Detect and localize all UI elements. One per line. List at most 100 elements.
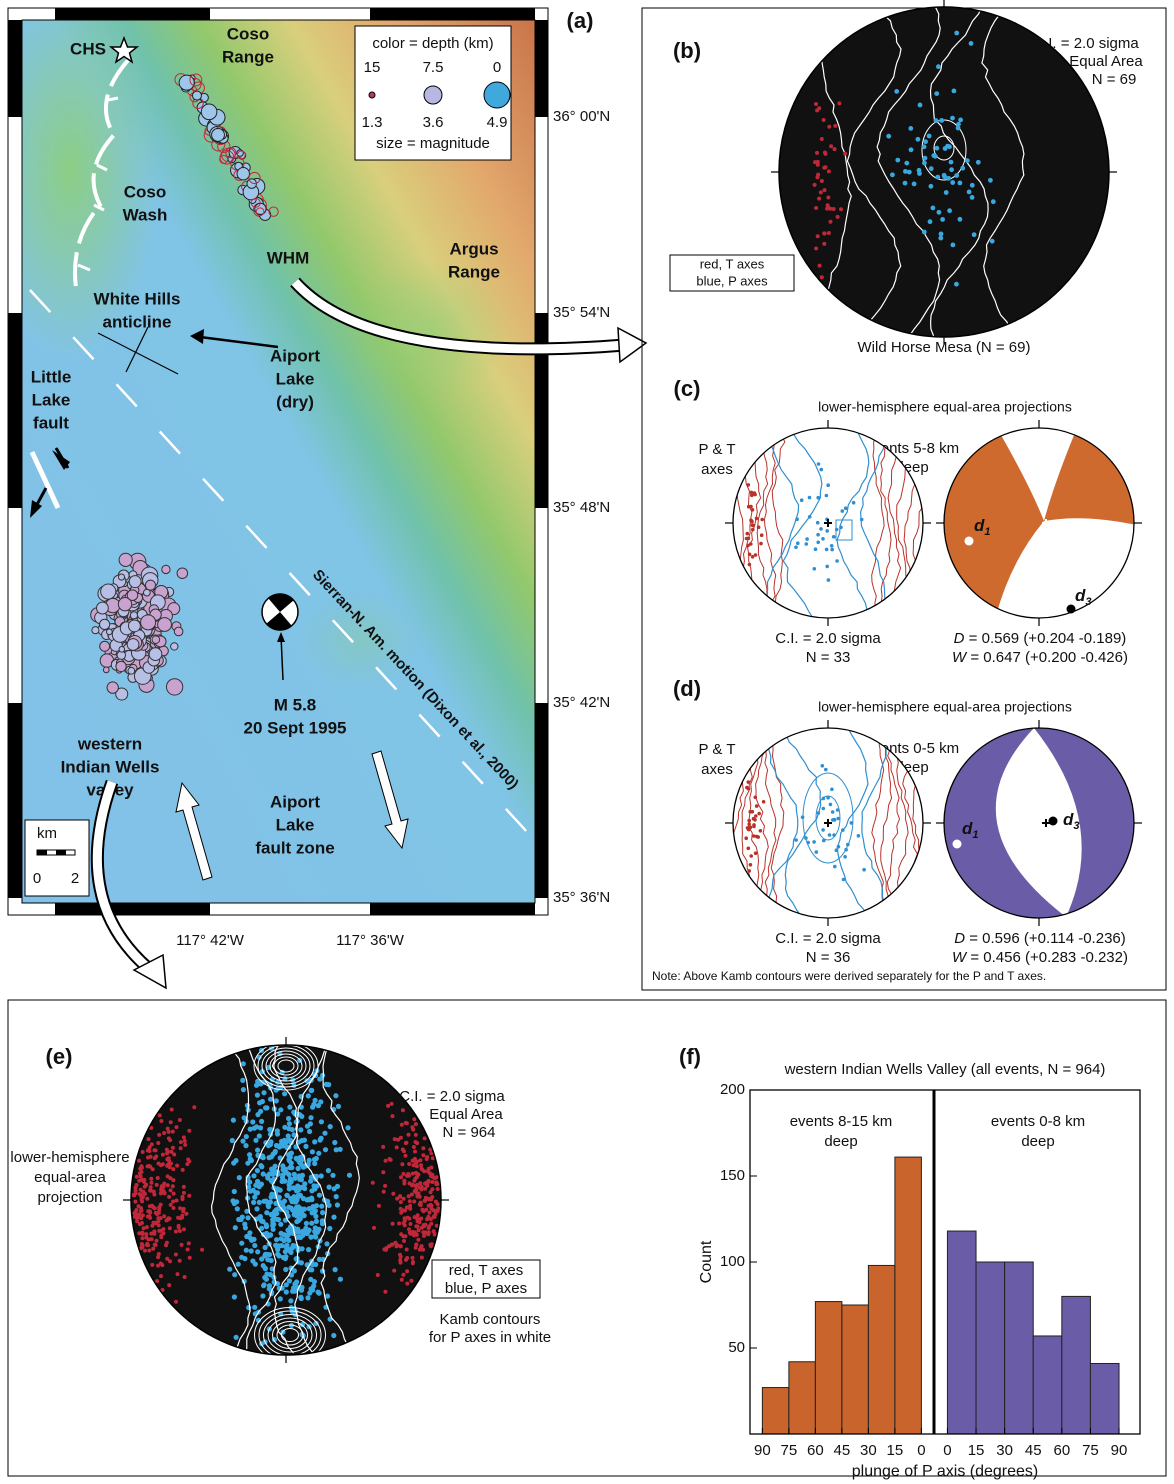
contour-note: for P axes in white: [429, 1329, 551, 1346]
axis-point: [247, 1230, 252, 1235]
axis-point: [252, 1195, 257, 1200]
map-border: [55, 8, 210, 20]
axis-point: [418, 1158, 422, 1162]
marker-subscript: 1: [984, 526, 990, 538]
axis-point: [156, 1264, 160, 1268]
earthquake: [119, 647, 125, 653]
axis-point: [747, 819, 751, 823]
axis-point: [404, 1258, 408, 1262]
axis-point: [399, 1244, 403, 1248]
axis-point: [153, 1243, 157, 1247]
axis-point: [407, 1162, 411, 1166]
scale-bar: [56, 850, 66, 855]
x-tick-label: 60: [807, 1442, 824, 1459]
axis-point: [282, 1179, 287, 1184]
axis-point: [404, 1141, 408, 1145]
axis-point: [255, 1112, 260, 1117]
axis-point: [402, 1182, 406, 1186]
legend-title: size = magnitude: [376, 135, 490, 152]
axis-point: [835, 559, 839, 563]
axis-point: [168, 1226, 172, 1230]
axis-point: [227, 1267, 232, 1272]
axis-point: [158, 1113, 162, 1117]
longitude-label: 117° 36'W: [336, 932, 405, 949]
axis-point: [938, 236, 943, 241]
stereonet: [779, 7, 1109, 337]
axis-point: [954, 282, 959, 287]
legend-symbol: [369, 92, 375, 98]
axis-point: [420, 1185, 424, 1189]
x-tick-label: 45: [1025, 1442, 1042, 1459]
axis-point: [253, 1183, 258, 1188]
axis-point: [247, 1235, 252, 1240]
axis-point: [931, 206, 936, 211]
axis-point: [822, 242, 826, 246]
axis-point: [277, 1243, 282, 1248]
earthquake: [237, 168, 249, 180]
axis-point: [421, 1146, 425, 1150]
axis-point: [816, 541, 820, 545]
axis-point: [371, 1181, 375, 1185]
axis-point: [823, 188, 827, 192]
axis-point: [241, 1061, 246, 1066]
axis-point: [253, 1138, 258, 1143]
axis-point: [394, 1241, 398, 1245]
axis-point: [816, 533, 820, 537]
axis-point: [825, 529, 829, 533]
axis-point: [928, 219, 933, 224]
stats-label: Equal Area: [429, 1106, 503, 1123]
axis-point: [257, 1200, 262, 1205]
axis-point: [923, 139, 928, 144]
axis-point: [835, 848, 839, 852]
axis-point: [156, 1141, 160, 1145]
axis-point: [752, 825, 756, 829]
axis-point: [832, 535, 836, 539]
axis-point: [139, 1174, 143, 1178]
axis-point: [377, 1204, 381, 1208]
map-border: [55, 903, 210, 915]
axis-point: [383, 1290, 387, 1294]
earthquake: [128, 620, 140, 632]
place-label: M 5.8: [274, 695, 317, 714]
axis-point: [417, 1191, 421, 1195]
series-label: events 8-15 km deep: [776, 1112, 906, 1152]
axis-point: [886, 134, 891, 139]
map-border: [535, 20, 548, 117]
axis-point: [180, 1243, 184, 1247]
axis-point: [402, 1239, 406, 1243]
axis-point: [822, 118, 826, 122]
axis-point: [284, 1282, 289, 1287]
key-label: blue, P axes: [445, 1280, 527, 1297]
axis-point: [841, 509, 845, 513]
axis-point: [183, 1275, 187, 1279]
axis-point: [827, 125, 831, 129]
axis-point: [418, 1248, 422, 1252]
marker-symbol: d: [974, 516, 985, 535]
axis-point: [149, 1155, 153, 1159]
legend-magnitude: 3.6: [423, 114, 444, 131]
axis-point: [247, 1180, 252, 1185]
contour-note: Kamb contours: [440, 1311, 541, 1328]
axis-point: [298, 1235, 303, 1240]
axis-point: [185, 1162, 189, 1166]
axis-point: [182, 1227, 186, 1231]
axis-point: [814, 206, 818, 210]
histogram-bar: [1062, 1296, 1091, 1434]
axis-point: [301, 1165, 306, 1170]
axis-point: [988, 178, 993, 183]
earthquake: [101, 584, 116, 599]
axis-point: [399, 1175, 403, 1179]
place-label: Coso: [227, 24, 270, 43]
axis-point: [413, 1230, 417, 1234]
place-label: Little: [31, 367, 72, 386]
axis-point: [415, 1164, 419, 1168]
axis-point: [347, 1173, 352, 1178]
latitude-label: 36° 00'N: [553, 108, 610, 125]
legend-depth: 7.5: [423, 59, 444, 76]
axis-point: [403, 1219, 407, 1223]
axis-point: [239, 1255, 244, 1260]
axis-point: [414, 1161, 418, 1165]
axis-point: [922, 230, 927, 235]
axis-point: [274, 1098, 279, 1103]
axis-point: [157, 1252, 161, 1256]
